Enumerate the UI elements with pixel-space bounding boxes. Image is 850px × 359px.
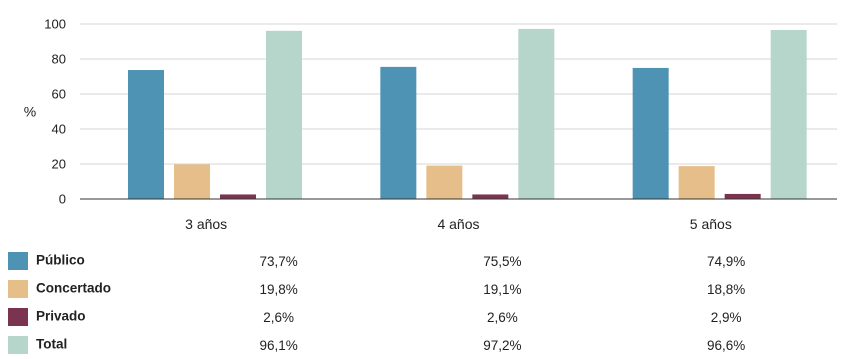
bar-chart: 0 20 40 60 80 100% 3 años 4 años 5 años [24, 17, 837, 232]
legend-cell: Concertado [8, 275, 167, 303]
value-cell: 2,6% [263, 309, 295, 325]
bar [380, 66, 417, 199]
legend-cell: Privado [8, 303, 167, 331]
value-cell: 2,6% [486, 309, 518, 325]
bar [632, 67, 669, 199]
legend-cell: Total [8, 331, 167, 359]
bar [426, 165, 463, 199]
legend-swatch [8, 252, 28, 270]
value-cell: 97,2% [483, 337, 522, 353]
value-cell: 73,7% [259, 253, 298, 269]
legend-swatch [8, 280, 28, 298]
table-row: Privado 2,6% 2,6% 2,9% [8, 303, 838, 331]
series-name: Total [36, 336, 68, 352]
table-row: Público 73,7% 75,5% 74,9% [8, 247, 838, 275]
y-tick-label: 80 [52, 52, 66, 67]
value-cell: 96,1% [259, 337, 298, 353]
bar [678, 166, 715, 199]
bar [128, 70, 164, 200]
y-tick-label: 60 [52, 87, 66, 102]
legend-swatch [8, 308, 28, 326]
y-tick-label: 40 [52, 122, 66, 137]
bar [220, 194, 256, 199]
table-row: Total 96,1% 97,2% 96,6% [8, 331, 838, 359]
bar [472, 194, 509, 199]
value-cell: 18,8% [706, 281, 746, 297]
value-cell: 2,9% [710, 309, 742, 325]
value-cell: 75,5% [483, 253, 522, 269]
x-tick-label: 4 años [437, 216, 479, 232]
y-axis-label: % [24, 104, 36, 120]
bar [266, 30, 302, 200]
value-cell: 19,1% [483, 281, 522, 297]
bar [770, 29, 807, 200]
data-table: Público 73,7% 75,5% 74,9% Concertado 19,8% 19,… [8, 247, 838, 359]
x-tick-label: 3 años [185, 216, 227, 232]
bar [724, 193, 761, 199]
series-name: Privado [36, 308, 86, 324]
value-cell: 96,6% [706, 337, 746, 353]
y-tick-label: 20 [52, 157, 66, 172]
bar [518, 28, 555, 200]
legend-cell: Público [8, 247, 167, 275]
bar [174, 164, 210, 199]
y-tick-label: 100 [44, 17, 66, 32]
value-cell: 19,8% [259, 281, 298, 297]
series-name: Concertado [36, 280, 112, 296]
x-tick-label: 5 años [690, 216, 732, 232]
legend-swatch [8, 336, 28, 354]
series-name: Público [36, 252, 85, 268]
value-cell: 74,9% [706, 253, 746, 269]
y-tick-label: 0 [59, 192, 66, 207]
table-row: Concertado 19,8% 19,1% 18,8% [8, 275, 838, 303]
